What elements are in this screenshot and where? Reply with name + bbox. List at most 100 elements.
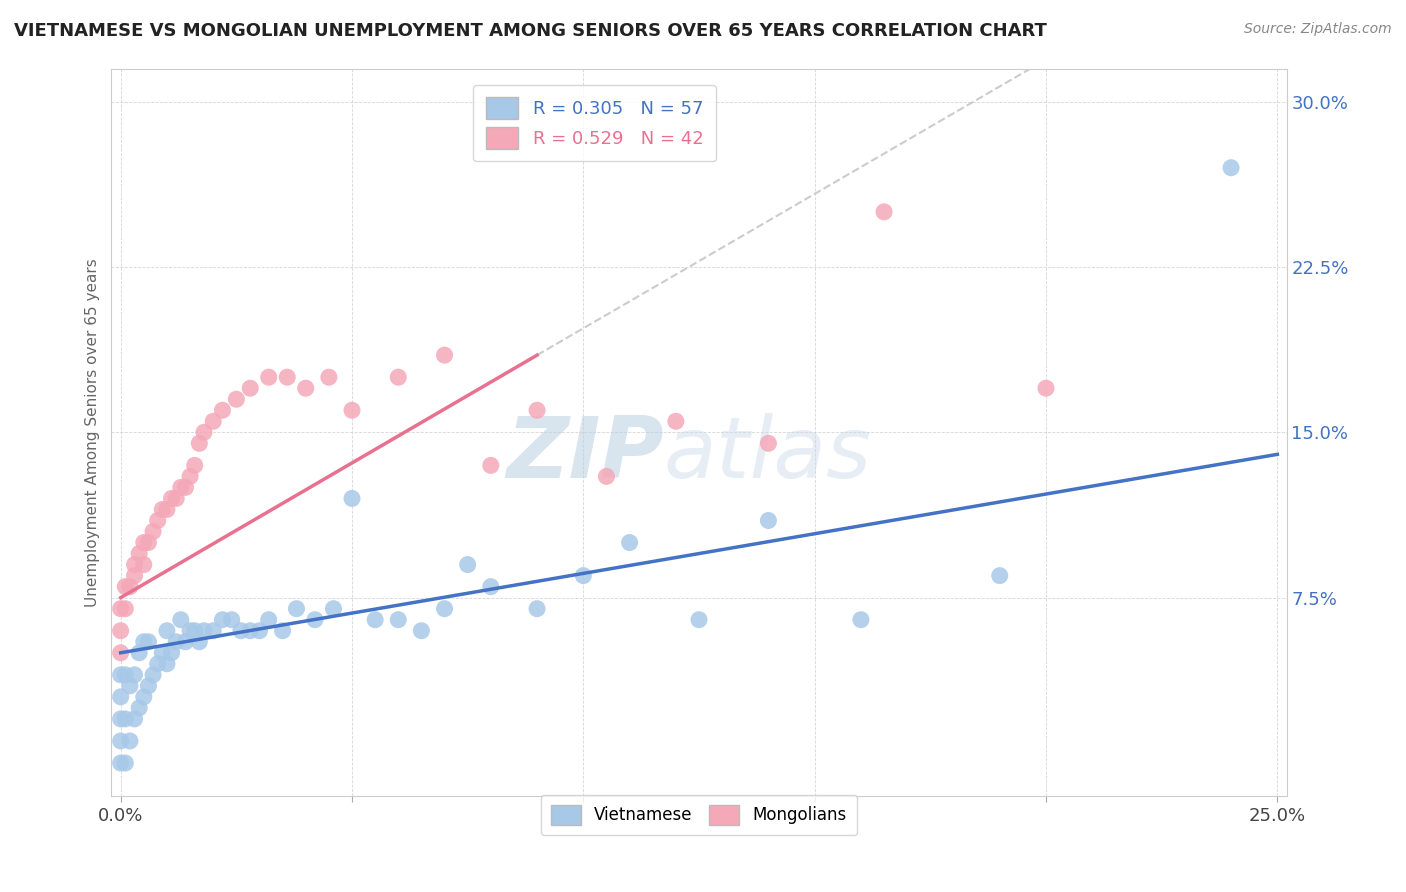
Point bbox=[110, 734, 132, 748]
Point bbox=[110, 646, 132, 660]
Point bbox=[202, 414, 225, 428]
Point bbox=[249, 624, 271, 638]
Point bbox=[110, 756, 132, 770]
Point bbox=[128, 547, 150, 561]
Point bbox=[479, 580, 502, 594]
Point bbox=[170, 613, 193, 627]
Y-axis label: Unemployment Among Seniors over 65 years: Unemployment Among Seniors over 65 years bbox=[86, 258, 100, 607]
Point bbox=[1035, 381, 1057, 395]
Point bbox=[174, 480, 197, 494]
Text: atlas: atlas bbox=[664, 413, 872, 496]
Point bbox=[193, 624, 215, 638]
Point bbox=[688, 613, 710, 627]
Point bbox=[179, 469, 201, 483]
Point bbox=[758, 436, 780, 450]
Point bbox=[364, 613, 387, 627]
Point bbox=[124, 712, 146, 726]
Point bbox=[118, 679, 141, 693]
Point bbox=[128, 701, 150, 715]
Point bbox=[132, 634, 155, 648]
Point bbox=[304, 613, 326, 627]
Point bbox=[114, 601, 136, 615]
Point bbox=[758, 514, 780, 528]
Point bbox=[156, 624, 179, 638]
Point bbox=[849, 613, 872, 627]
Point bbox=[239, 381, 262, 395]
Point bbox=[183, 458, 205, 473]
Point bbox=[387, 370, 409, 384]
Point bbox=[665, 414, 688, 428]
Point bbox=[114, 580, 136, 594]
Point bbox=[132, 690, 155, 704]
Point bbox=[114, 668, 136, 682]
Point bbox=[211, 403, 233, 417]
Text: VIETNAMESE VS MONGOLIAN UNEMPLOYMENT AMONG SENIORS OVER 65 YEARS CORRELATION CHA: VIETNAMESE VS MONGOLIAN UNEMPLOYMENT AMO… bbox=[14, 22, 1047, 40]
Point bbox=[221, 613, 243, 627]
Point bbox=[156, 657, 179, 671]
Point bbox=[340, 491, 363, 506]
Point bbox=[118, 734, 141, 748]
Point bbox=[572, 568, 595, 582]
Point bbox=[619, 535, 641, 549]
Point bbox=[411, 624, 433, 638]
Point bbox=[156, 502, 179, 516]
Point bbox=[110, 690, 132, 704]
Point bbox=[146, 657, 169, 671]
Point bbox=[457, 558, 479, 572]
Point bbox=[211, 613, 233, 627]
Point bbox=[124, 668, 146, 682]
Point bbox=[132, 535, 155, 549]
Point bbox=[479, 458, 502, 473]
Point bbox=[114, 756, 136, 770]
Point bbox=[387, 613, 409, 627]
Point bbox=[114, 712, 136, 726]
Point bbox=[526, 601, 548, 615]
Point bbox=[110, 624, 132, 638]
Point bbox=[165, 491, 187, 506]
Legend: Vietnamese, Mongolians: Vietnamese, Mongolians bbox=[541, 795, 858, 835]
Point bbox=[188, 634, 211, 648]
Point bbox=[276, 370, 298, 384]
Point bbox=[433, 348, 456, 362]
Point bbox=[124, 558, 146, 572]
Point bbox=[110, 668, 132, 682]
Point bbox=[257, 613, 280, 627]
Point bbox=[225, 392, 247, 407]
Point bbox=[132, 558, 155, 572]
Point bbox=[165, 634, 187, 648]
Point bbox=[202, 624, 225, 638]
Point bbox=[138, 679, 160, 693]
Point bbox=[174, 634, 197, 648]
Point bbox=[526, 403, 548, 417]
Point bbox=[179, 624, 201, 638]
Point bbox=[433, 601, 456, 615]
Point bbox=[188, 436, 211, 450]
Point bbox=[160, 491, 183, 506]
Point bbox=[340, 403, 363, 417]
Point bbox=[239, 624, 262, 638]
Point bbox=[873, 204, 896, 219]
Point bbox=[229, 624, 252, 638]
Point bbox=[128, 646, 150, 660]
Point bbox=[138, 634, 160, 648]
Point bbox=[595, 469, 617, 483]
Point bbox=[150, 502, 173, 516]
Text: Source: ZipAtlas.com: Source: ZipAtlas.com bbox=[1244, 22, 1392, 37]
Point bbox=[124, 568, 146, 582]
Point bbox=[285, 601, 308, 615]
Point bbox=[183, 624, 205, 638]
Point bbox=[988, 568, 1011, 582]
Point bbox=[257, 370, 280, 384]
Point bbox=[294, 381, 316, 395]
Point bbox=[142, 668, 165, 682]
Point bbox=[142, 524, 165, 539]
Point bbox=[318, 370, 340, 384]
Point bbox=[150, 646, 173, 660]
Point bbox=[160, 646, 183, 660]
Point bbox=[110, 712, 132, 726]
Point bbox=[1220, 161, 1243, 175]
Point bbox=[138, 535, 160, 549]
Point bbox=[110, 601, 132, 615]
Point bbox=[170, 480, 193, 494]
Point bbox=[322, 601, 344, 615]
